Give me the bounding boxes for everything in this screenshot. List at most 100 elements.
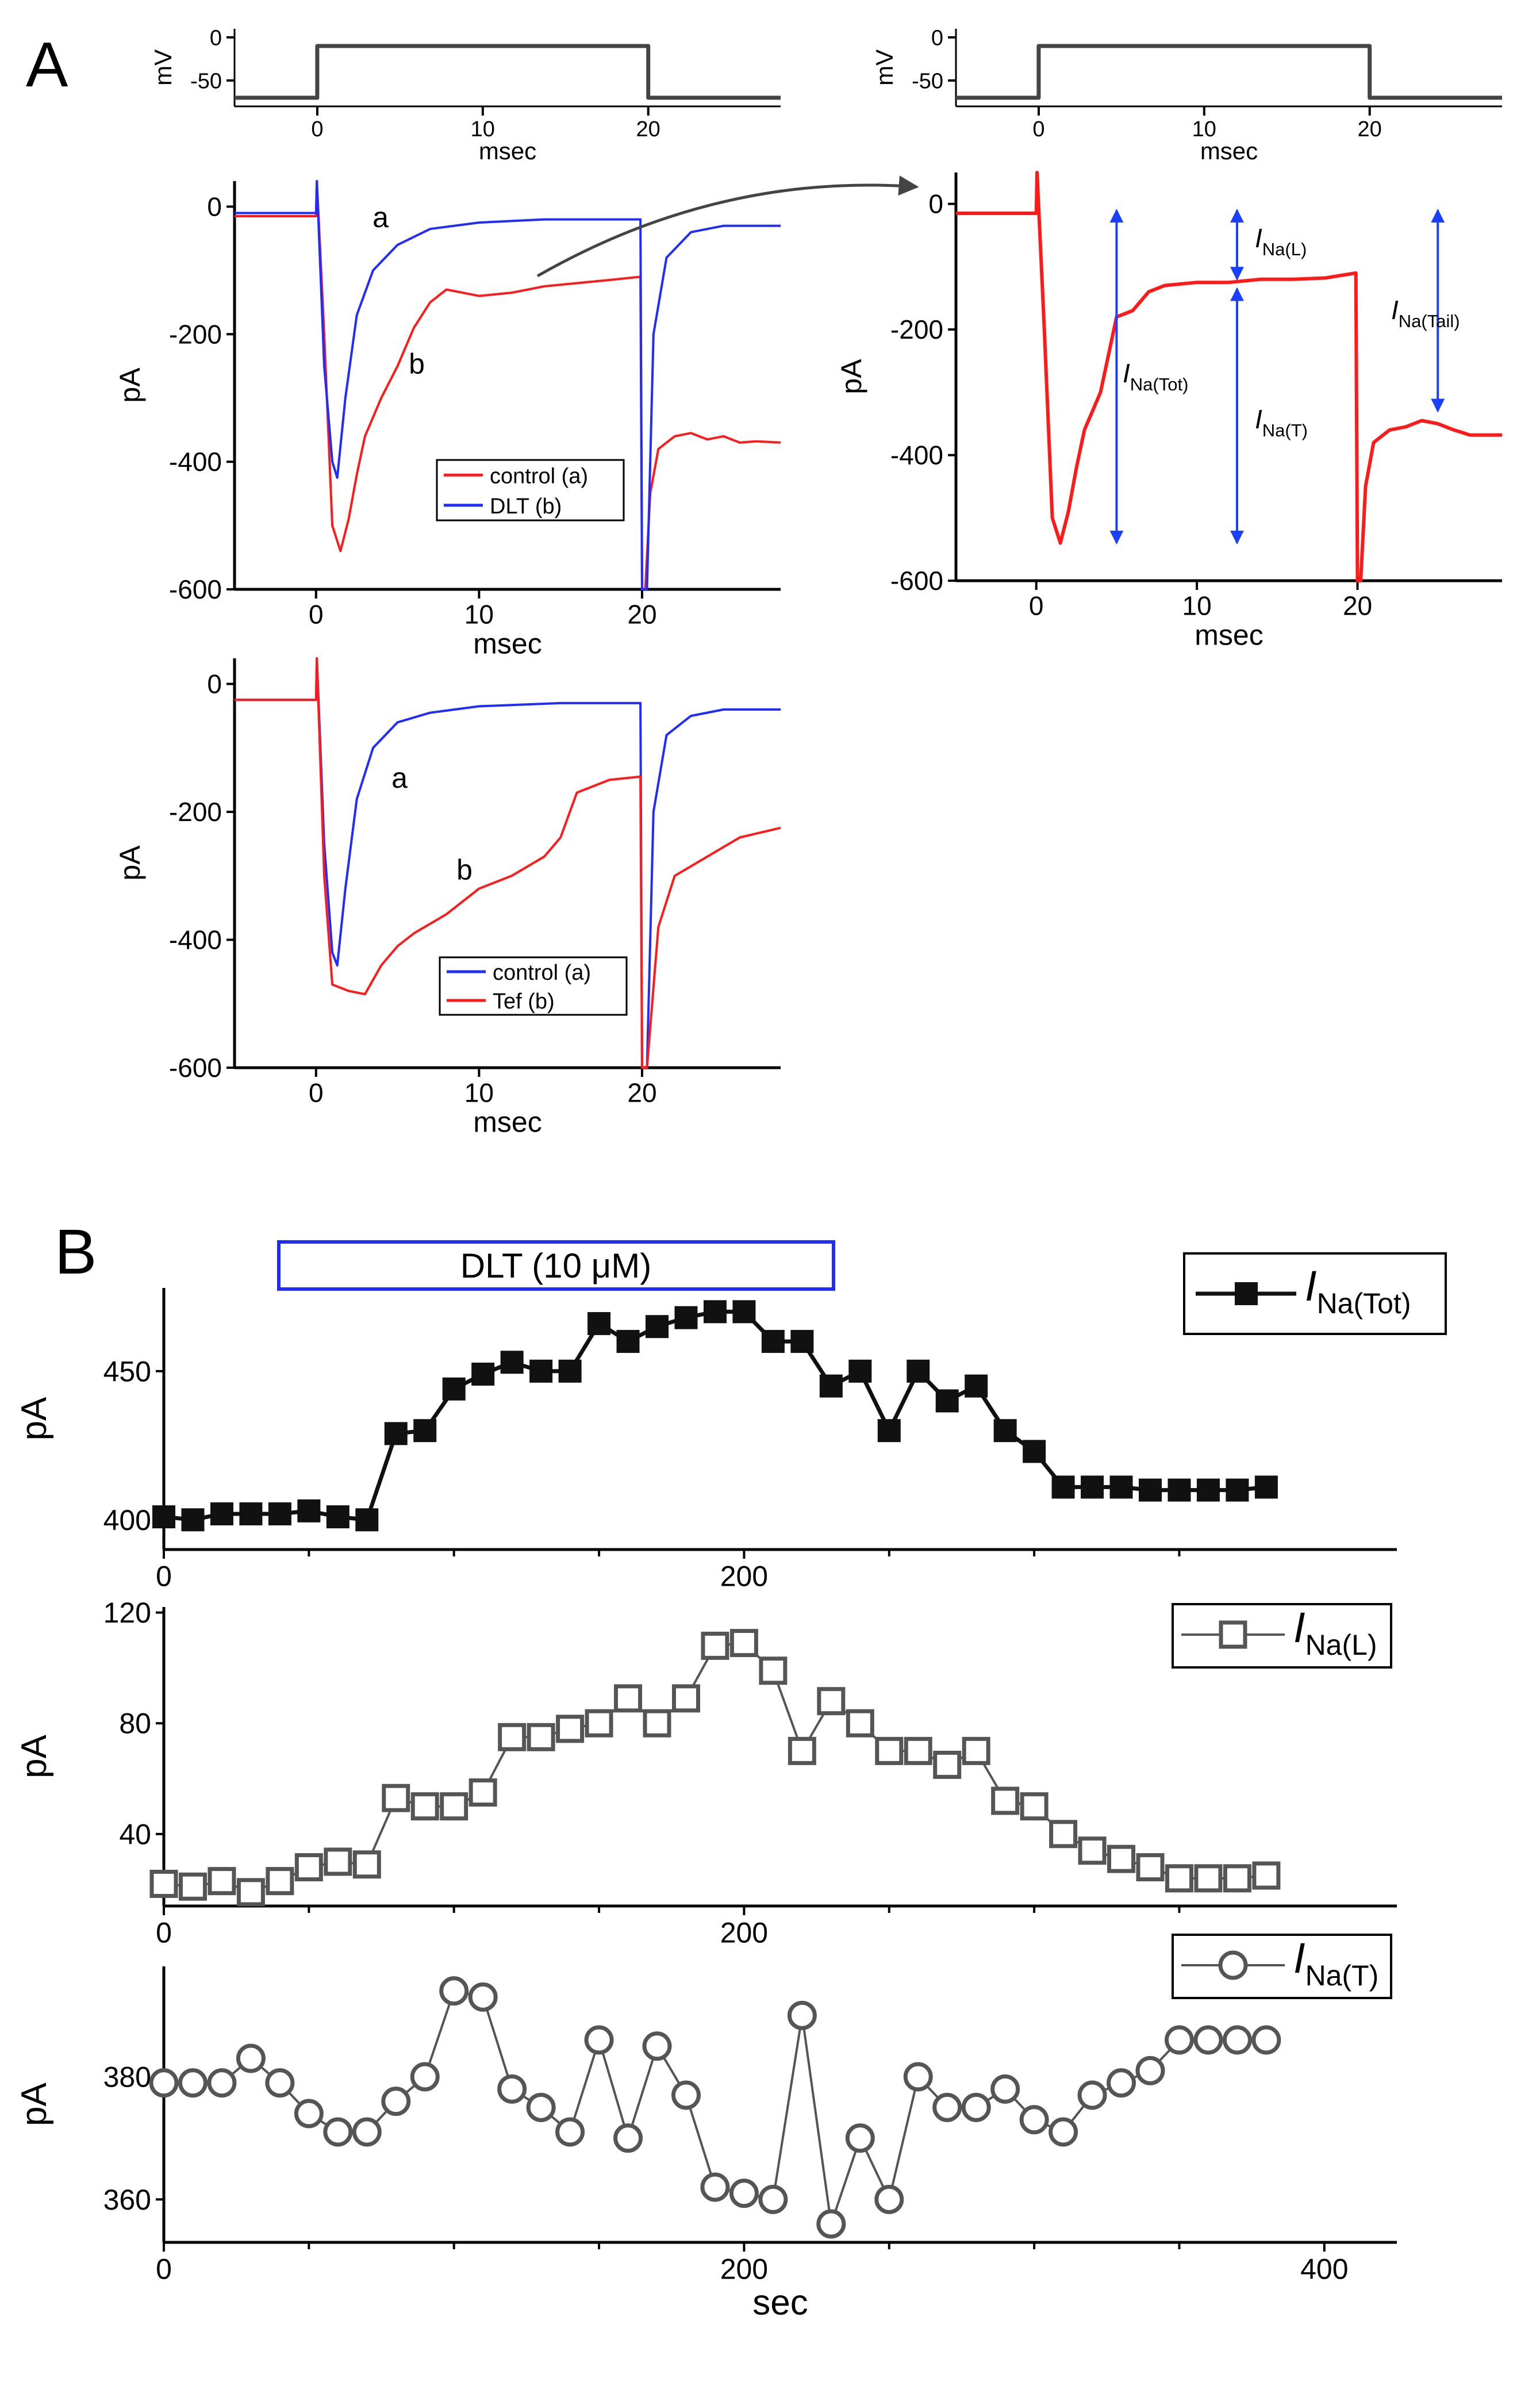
control-trace	[235, 180, 781, 590]
transient-data-point	[149, 2068, 179, 2098]
y-tick-label: -400	[890, 440, 943, 470]
dlt-trace	[235, 180, 781, 590]
late-data-point	[527, 1723, 555, 1751]
transient-data-point	[729, 2179, 759, 2208]
late-data-point	[933, 1750, 962, 1779]
late-data-point	[382, 1784, 410, 1812]
transient-data-point	[468, 1982, 498, 2012]
transient-data-point	[758, 2184, 788, 2214]
late-data-point	[324, 1847, 352, 1876]
current-arrow-label: INa(L)	[1255, 223, 1307, 259]
tot-data-point	[152, 1505, 175, 1529]
y-axis-label: mV	[149, 49, 176, 86]
x-tick-label: 0	[156, 1560, 172, 1593]
transient-data-point	[787, 2000, 817, 2030]
transient-data-point	[671, 2080, 701, 2110]
tot-data-point	[646, 1315, 669, 1339]
y-tick-label: 0	[931, 26, 943, 50]
transient-data-point	[265, 2068, 295, 2098]
tot-data-point	[239, 1502, 263, 1525]
transient-data-point	[1107, 2068, 1136, 2098]
tot-data-point	[1051, 1475, 1075, 1499]
tot-data-point	[529, 1359, 553, 1383]
transient-data-point	[555, 2117, 585, 2147]
tot-data-point	[877, 1419, 901, 1443]
late-data-point	[1252, 1861, 1281, 1890]
y-tick-label: -400	[169, 447, 222, 477]
late-data-point	[236, 1878, 265, 1907]
tot-data-point	[993, 1419, 1017, 1443]
timecourse-tot-chart: 400 450 0 200 pA INa(Tot)	[14, 1252, 1447, 1593]
x-tick-label: 0	[156, 2253, 172, 2285]
x-tick-label: 0	[1029, 591, 1044, 621]
tot-data-point	[558, 1359, 582, 1383]
timecourse-transient-chart: 360 380 0 200 400 sec pA INa(T)	[14, 1934, 1397, 2323]
legend-label: INa(Tot)	[1305, 1262, 1411, 1320]
y-tick-label: 120	[103, 1597, 151, 1629]
late-data-point	[178, 1872, 207, 1901]
late-data-point	[962, 1736, 990, 1765]
y-tick-label: 0	[210, 26, 222, 50]
tot-data-point	[761, 1330, 785, 1353]
y-tick-label: 360	[103, 2184, 151, 2216]
drug-application-bar	[277, 1240, 835, 1291]
x-tick-label: 20	[636, 117, 660, 141]
transient-data-point	[1077, 2080, 1107, 2110]
x-tick-label: 10	[464, 1078, 494, 1108]
control-trace	[235, 657, 781, 1069]
late-data-point	[1136, 1853, 1165, 1882]
panel-a-label: A	[26, 29, 68, 100]
late-data-point	[759, 1656, 788, 1685]
tot-data-point	[819, 1374, 843, 1398]
tot-data-point	[587, 1312, 611, 1336]
legend-label: control (a)	[490, 464, 588, 488]
x-tick-label: 0	[311, 117, 323, 141]
x-axis-label: msec	[473, 1106, 542, 1138]
transient-data-point	[497, 2074, 527, 2104]
y-tick-label: -600	[169, 574, 222, 604]
legend-box	[439, 956, 628, 1016]
tot-data-point	[471, 1362, 495, 1386]
late-data-point	[904, 1736, 932, 1765]
late-data-point	[1223, 1864, 1251, 1893]
tot-data-point	[210, 1502, 233, 1525]
late-data-point	[1049, 1820, 1078, 1849]
y-axis-label: mV	[871, 49, 898, 86]
late-data-point	[643, 1709, 671, 1738]
x-tick-label: 20	[627, 1078, 656, 1108]
tot-data-point	[1081, 1475, 1104, 1499]
tot-data-point	[1109, 1475, 1133, 1499]
late-data-point	[817, 1687, 846, 1716]
y-axis-label: pA	[14, 2082, 54, 2126]
protocol-left-chart: 0 -50 0 10 20 msec mV	[149, 26, 781, 164]
transient-data-point	[352, 2117, 382, 2147]
transient-data-point	[323, 2117, 353, 2147]
transient-data-point	[294, 2099, 324, 2129]
late-data-point	[266, 1867, 294, 1896]
legend-label: control (a)	[493, 961, 591, 985]
tot-data-point	[1139, 1478, 1162, 1502]
x-tick-label: 200	[720, 1917, 768, 1949]
y-tick-label: -200	[169, 319, 222, 349]
legend-label: INa(T)	[1293, 1934, 1378, 1992]
tot-data-point	[1196, 1478, 1220, 1502]
panel-b-label: B	[55, 1217, 97, 1287]
y-tick-label: 450	[103, 1355, 151, 1387]
transient-data-point	[178, 2068, 208, 2098]
tot-data-point	[500, 1351, 524, 1374]
late-data-point	[410, 1792, 439, 1821]
legend-label: Tef (b)	[493, 990, 555, 1014]
y-tick-label: -200	[890, 315, 943, 344]
x-axis-label: msec	[1195, 619, 1263, 651]
y-axis-label: pA	[14, 1397, 54, 1440]
late-data-point	[1107, 1844, 1136, 1873]
transient-data-point	[526, 2092, 556, 2122]
tot-data-point	[181, 1508, 205, 1532]
transient-data-point	[1019, 2105, 1049, 2135]
x-axis-label: sec	[752, 2283, 808, 2323]
tot-data-point	[703, 1300, 727, 1324]
transient-data-point	[410, 2062, 440, 2092]
tot-data-point	[442, 1377, 466, 1401]
x-tick-label: 20	[627, 600, 656, 630]
